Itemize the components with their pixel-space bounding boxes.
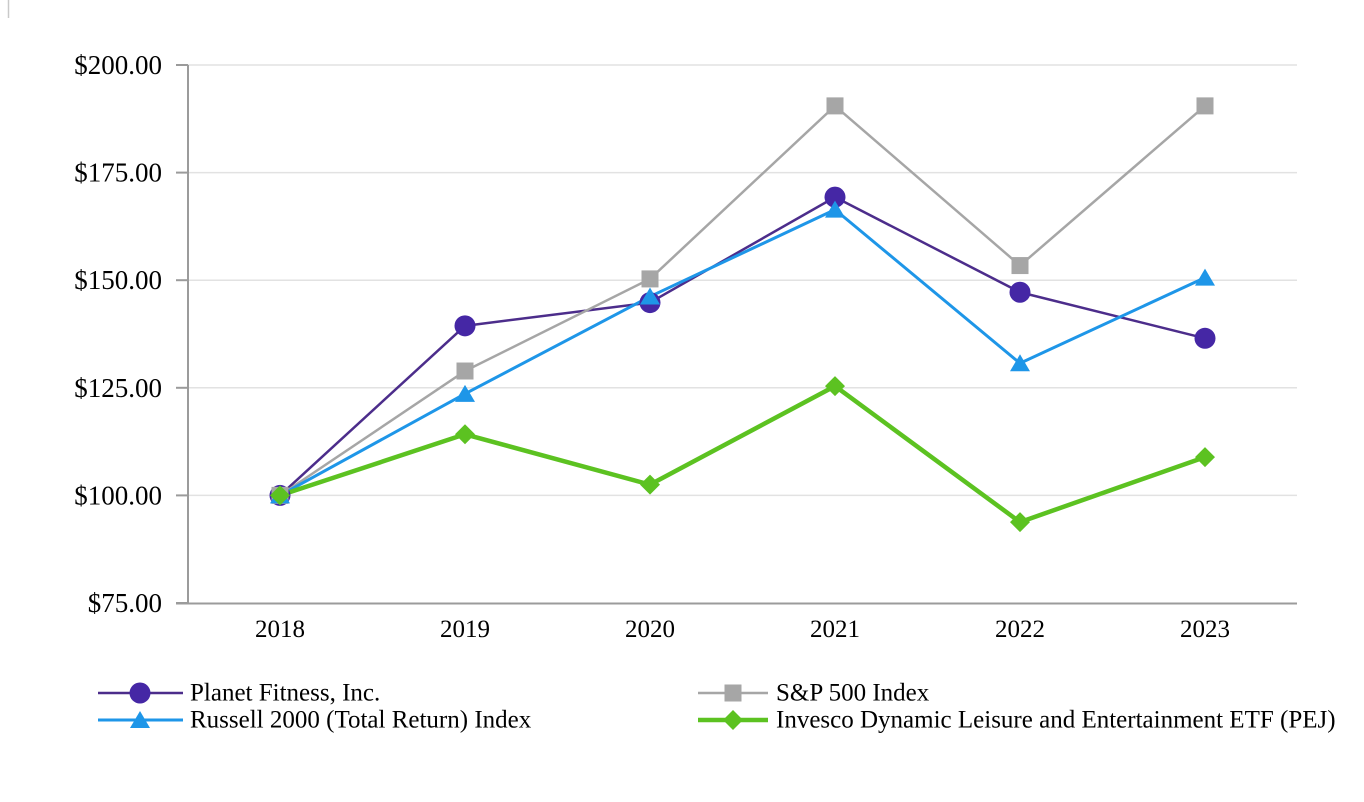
- invesco-pej-diamond-marker-icon: [825, 376, 845, 397]
- series-line-planet-fitness: [279, 195, 1206, 497]
- russell-2000-triangle-marker-icon: [1010, 354, 1030, 372]
- legend-label-invesco-pej: Invesco Dynamic Leisure and Entertainmen…: [776, 707, 1336, 734]
- planet-fitness-circle-marker-icon: [454, 315, 476, 337]
- legend-diamond-marker-icon: [723, 710, 743, 730]
- sp500-square-marker-icon: [1196, 97, 1214, 115]
- legend-label-sp500: S&P 500 Index: [776, 680, 930, 707]
- invesco-pej-diamond-marker-icon: [1010, 512, 1030, 533]
- legend-label-planet-fitness: Planet Fitness, Inc.: [190, 680, 380, 707]
- y-axis-label: $75.00: [88, 588, 162, 618]
- russell-2000-triangle-marker-icon: [1195, 268, 1215, 286]
- legend-label-russell-2000: Russell 2000 (Total Return) Index: [190, 707, 532, 734]
- x-axis-label: 2022: [995, 616, 1045, 643]
- x-axis-label: 2023: [1180, 616, 1230, 643]
- russell-2000-triangle-marker-icon: [825, 200, 845, 218]
- sp500-square-marker-icon: [826, 97, 844, 115]
- legend-square-marker-icon: [724, 684, 742, 702]
- x-axis-label: 2021: [810, 616, 860, 643]
- series-line-invesco-pej: [279, 383, 1206, 525]
- y-axis-label: $125.00: [74, 373, 162, 403]
- invesco-pej-diamond-marker-icon: [640, 474, 660, 495]
- sp500-square-marker-icon: [456, 362, 474, 380]
- russell-2000-triangle-marker-icon: [640, 287, 660, 305]
- sp500-square-marker-icon: [641, 270, 659, 288]
- series-line-sp500: [279, 104, 1206, 497]
- planet-fitness-circle-marker-icon: [1194, 327, 1216, 349]
- y-axis-label: $150.00: [74, 265, 162, 295]
- planet-fitness-circle-marker-icon: [824, 186, 846, 208]
- sp500-square-marker-icon: [1011, 257, 1029, 275]
- legend-circle-marker-icon: [129, 682, 151, 704]
- x-axis-label: 2019: [440, 616, 490, 643]
- legend-triangle-marker-icon: [130, 711, 150, 728]
- y-axis-label: $175.00: [74, 158, 162, 188]
- invesco-pej-diamond-marker-icon: [455, 424, 475, 445]
- planet-fitness-circle-marker-icon: [1009, 281, 1031, 303]
- invesco-pej-diamond-marker-icon: [270, 485, 290, 506]
- series-line-russell-2000: [279, 208, 1206, 497]
- y-axis-label: $100.00: [74, 480, 162, 510]
- x-axis-label: 2018: [255, 616, 305, 643]
- russell-2000-triangle-marker-icon: [455, 384, 475, 402]
- invesco-pej-diamond-marker-icon: [1195, 447, 1215, 468]
- x-axis-label: 2020: [625, 616, 675, 643]
- y-axis-label: $200.00: [74, 50, 162, 80]
